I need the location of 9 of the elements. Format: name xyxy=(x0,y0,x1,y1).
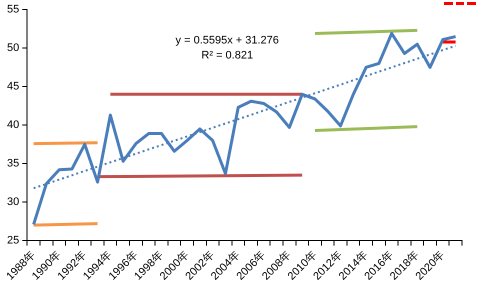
y-tick-label: 55 xyxy=(6,4,20,16)
annotation: y = 0.5595x + 31.276 xyxy=(176,34,279,47)
y-tick-label: 35 xyxy=(6,158,20,170)
y-tick-label: 45 xyxy=(6,80,20,93)
y-tick-label: 40 xyxy=(6,119,20,132)
y-tick-label: 25 xyxy=(6,234,20,247)
y-tick-label: 30 xyxy=(6,196,20,208)
annotation: R² = 0.821 xyxy=(201,50,254,62)
y-tick-label: 50 xyxy=(6,42,20,54)
